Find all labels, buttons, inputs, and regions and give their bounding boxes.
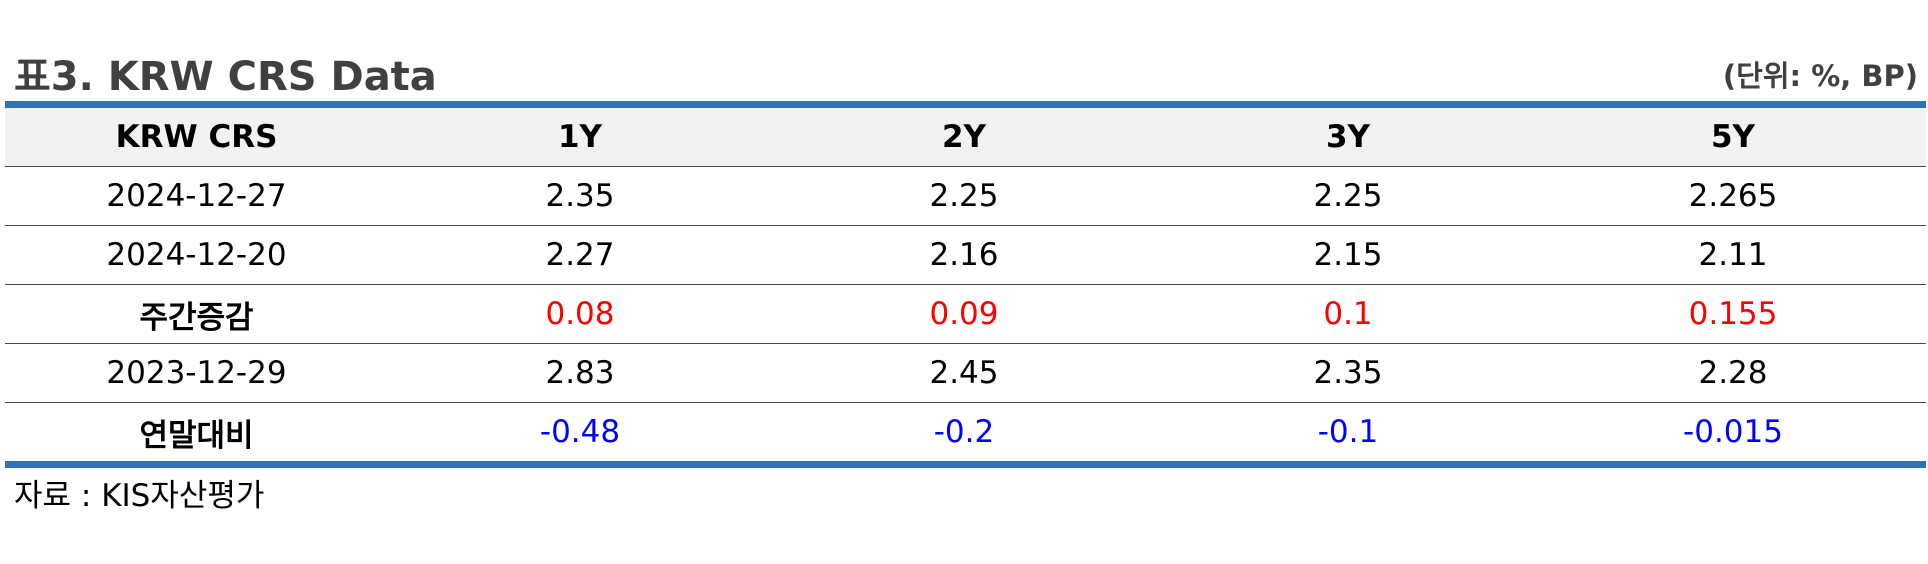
- table-header-row: KRW CRS 1Y 2Y 3Y 5Y: [5, 104, 1926, 167]
- table-cell: 2.25: [1156, 166, 1540, 226]
- row-label: 주간증감: [5, 284, 388, 344]
- table-cell: 2.11: [1540, 225, 1926, 285]
- table-cell-decrease: -0.48: [539, 414, 621, 450]
- row-label: 2024-12-27: [5, 166, 388, 226]
- table-cell: 2.35: [388, 166, 772, 226]
- row-label: 2024-12-20: [5, 225, 388, 285]
- table-row: 2024-12-27 2.35 2.25 2.25 2.265: [5, 166, 1926, 226]
- table-cell: 2.27: [388, 225, 772, 285]
- table-cell-increase: 0.09: [772, 284, 1156, 344]
- table-cell: 2.28: [1540, 343, 1926, 403]
- table-cell: 2.15: [1156, 225, 1540, 285]
- table-cell: 2.45: [772, 343, 1156, 403]
- table-cell: 2.265: [1540, 166, 1926, 226]
- crs-table: KRW CRS 1Y 2Y 3Y 5Y 2024-12-27 2.35 2.25…: [5, 101, 1926, 468]
- table-cell-decrease: -0.1: [1317, 414, 1379, 450]
- table-cell: 2.25: [772, 166, 1156, 226]
- table-row-weekly-change: 주간증감 0.08 0.09 0.1 0.155: [5, 284, 1926, 344]
- column-header-krw-crs: KRW CRS: [5, 104, 388, 167]
- table-cell: 2.16: [772, 225, 1156, 285]
- row-label: 2023-12-29: [5, 343, 388, 403]
- table-row: 2023-12-29 2.83 2.45 2.35 2.28: [5, 343, 1926, 403]
- table-cell-decrease: -0.015: [1683, 414, 1783, 450]
- table-cell-increase: 0.1: [1156, 284, 1540, 344]
- row-label: 연말대비: [139, 417, 254, 454]
- table-row-year-end-change: 연말대비 -0.48 -0.2 -0.1 -0.015: [5, 403, 1926, 465]
- source-note: 자료 : KIS자산평가: [14, 478, 265, 514]
- table-cell-increase: 0.08: [388, 284, 772, 344]
- table-cell-increase: 0.155: [1540, 284, 1926, 344]
- column-header-2y: 2Y: [772, 104, 1156, 167]
- table-cell: 2.83: [388, 343, 772, 403]
- unit-label: (단위: %, BP): [1722, 59, 1918, 93]
- column-header-1y: 1Y: [388, 104, 772, 167]
- crs-table-container: KRW CRS 1Y 2Y 3Y 5Y 2024-12-27 2.35 2.25…: [5, 101, 1926, 468]
- table-row: 2024-12-20 2.27 2.16 2.15 2.11: [5, 225, 1926, 285]
- table-title: 표3. KRW CRS Data: [14, 54, 437, 100]
- table-cell-decrease: -0.2: [933, 414, 995, 450]
- column-header-3y: 3Y: [1156, 104, 1540, 167]
- column-header-5y: 5Y: [1540, 104, 1926, 167]
- table-cell: 2.35: [1156, 343, 1540, 403]
